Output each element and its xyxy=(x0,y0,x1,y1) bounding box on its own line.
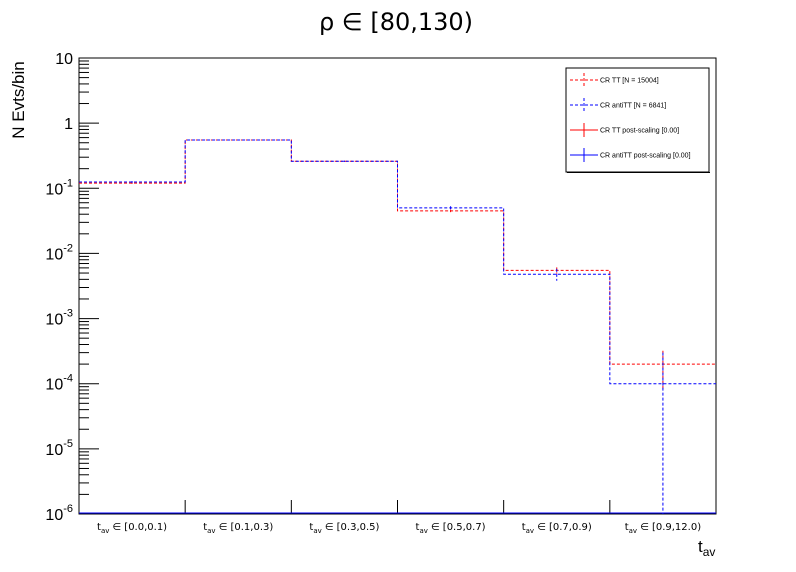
x-tick-range: ∈ [0.7,0.9) xyxy=(537,522,592,533)
legend-shadow xyxy=(567,172,710,173)
y-tick-exponent: -6 xyxy=(63,503,73,515)
series-group xyxy=(79,139,716,514)
x-tick-var: t xyxy=(309,522,313,533)
legend-entry: CR antiTT [N = 6841] xyxy=(570,98,666,112)
y-axis-label: N Evts/bin xyxy=(9,61,28,138)
legend-label: CR TT [N = 15004] xyxy=(600,78,659,85)
y-tick-label: 10-5 xyxy=(45,438,73,459)
y-tick-base: 10 xyxy=(45,507,63,524)
y-tick-base: 10 xyxy=(45,442,63,459)
y-tick-base: 1 xyxy=(64,116,73,133)
y-tick-label: 10-2 xyxy=(45,242,73,263)
series-1 xyxy=(79,139,716,514)
chart-title: ρ ∈ [80,130) xyxy=(319,8,473,36)
x-label-var: t xyxy=(698,537,703,556)
x-tick-range: ∈ [0.5,0.7) xyxy=(431,522,486,533)
series-step-line xyxy=(79,139,716,385)
legend-entry: CR TT post-scaling [0.00] xyxy=(570,123,679,137)
y-tick-base: 10 xyxy=(45,377,63,394)
legend-entry: CR TT [N = 15004] xyxy=(570,73,659,87)
x-tick-var: t xyxy=(203,522,207,533)
x-tick-sub: av xyxy=(526,527,534,535)
y-tick-label: 10-1 xyxy=(45,177,73,198)
legend: CR TT [N = 15004] CR antiTT [N = 6841] CR … xyxy=(565,67,710,173)
y-tick-base: 10 xyxy=(45,181,63,198)
x-tick-sub: av xyxy=(101,527,109,535)
x-tick-range: ∈ [0.0,0.1) xyxy=(112,522,167,533)
y-tick-label: 10-6 xyxy=(45,503,73,524)
x-tick-label: tav ∈ [0.9,12.0) xyxy=(625,522,701,535)
x-tick-range: ∈ [0.1,0.3) xyxy=(219,522,274,533)
y-tick-exponent: -2 xyxy=(63,242,73,254)
x-tick-sub: av xyxy=(207,527,215,535)
x-tick-range: ∈ [0.3,0.5) xyxy=(325,522,380,533)
legend-label: CR TT post-scaling [0.00] xyxy=(600,128,679,135)
y-tick-label: 10-3 xyxy=(45,308,73,329)
y-tick-label: 1 xyxy=(64,116,73,133)
x-tick-label: tav ∈ [0.0,0.1) xyxy=(97,522,167,535)
y-tick-exponent: -1 xyxy=(63,177,73,189)
y-tick-exponent: -3 xyxy=(63,308,73,320)
x-tick-var: t xyxy=(522,522,526,533)
x-axis: tav ∈ [0.0,0.1) tav ∈ [0.1,0.3) tav ∈ [0.3,0.… xyxy=(97,500,701,535)
x-tick-label: tav ∈ [0.1,0.3) xyxy=(203,522,273,535)
x-tick-label: tav ∈ [0.7,0.9) xyxy=(522,522,592,535)
x-tick-var: t xyxy=(625,522,629,533)
x-tick-var: t xyxy=(416,522,420,533)
x-tick-sub: av xyxy=(419,527,427,535)
y-tick-base: 10 xyxy=(45,246,63,263)
legend-entry: CR antiTT post-scaling [0.00] xyxy=(570,148,691,162)
x-tick-sub: av xyxy=(629,527,637,535)
x-tick-range: ∈ [0.9,12.0) xyxy=(640,522,701,533)
y-tick-label: 10-4 xyxy=(45,373,73,394)
x-tick-label: tav ∈ [0.5,0.7) xyxy=(416,522,486,535)
legend-label: CR antiTT [N = 6841] xyxy=(600,103,666,110)
x-tick-var: t xyxy=(97,522,101,533)
y-tick-base: 10 xyxy=(45,312,63,329)
x-tick-label: tav ∈ [0.3,0.5) xyxy=(309,522,379,535)
y-tick-label: 10 xyxy=(55,51,73,68)
legend-label: CR antiTT post-scaling [0.00] xyxy=(600,153,691,160)
x-tick-sub: av xyxy=(313,527,321,535)
x-axis-label: tav xyxy=(698,537,715,559)
x-label-sub: av xyxy=(703,545,716,559)
y-tick-exponent: -5 xyxy=(63,438,73,450)
y-tick-base: 10 xyxy=(55,51,73,68)
y-tick-exponent: -4 xyxy=(63,373,73,385)
